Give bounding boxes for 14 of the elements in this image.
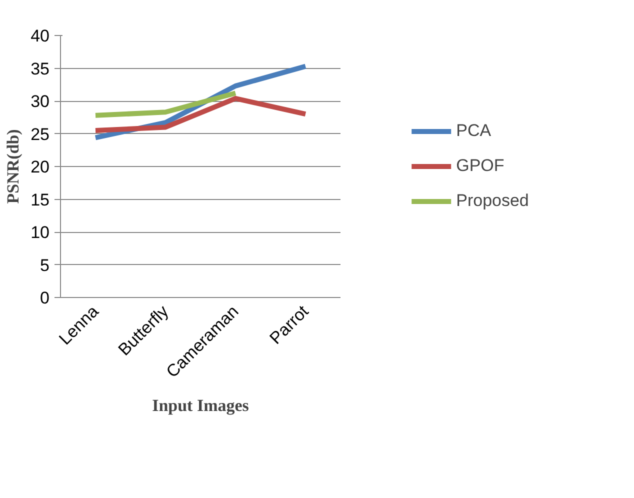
y-tick-label: 20 <box>30 158 50 176</box>
y-tick-label: 10 <box>30 223 50 242</box>
y-tick-label: 5 <box>40 256 50 275</box>
legend-label: GPOF <box>456 156 504 176</box>
legend-label: Proposed <box>456 191 529 211</box>
y-axis-title: PSNR(db) <box>4 129 23 204</box>
y-tick-label: 15 <box>30 190 50 210</box>
y-tick-label: 0 <box>40 288 50 308</box>
y-tick-label: 35 <box>30 59 50 78</box>
legend-label: PCA <box>456 121 492 141</box>
x-axis-title: Input Images <box>152 396 250 416</box>
y-tick-label: 25 <box>30 124 50 144</box>
y-tick-label: 30 <box>30 92 50 111</box>
y-tick-label: 40 <box>30 26 50 46</box>
